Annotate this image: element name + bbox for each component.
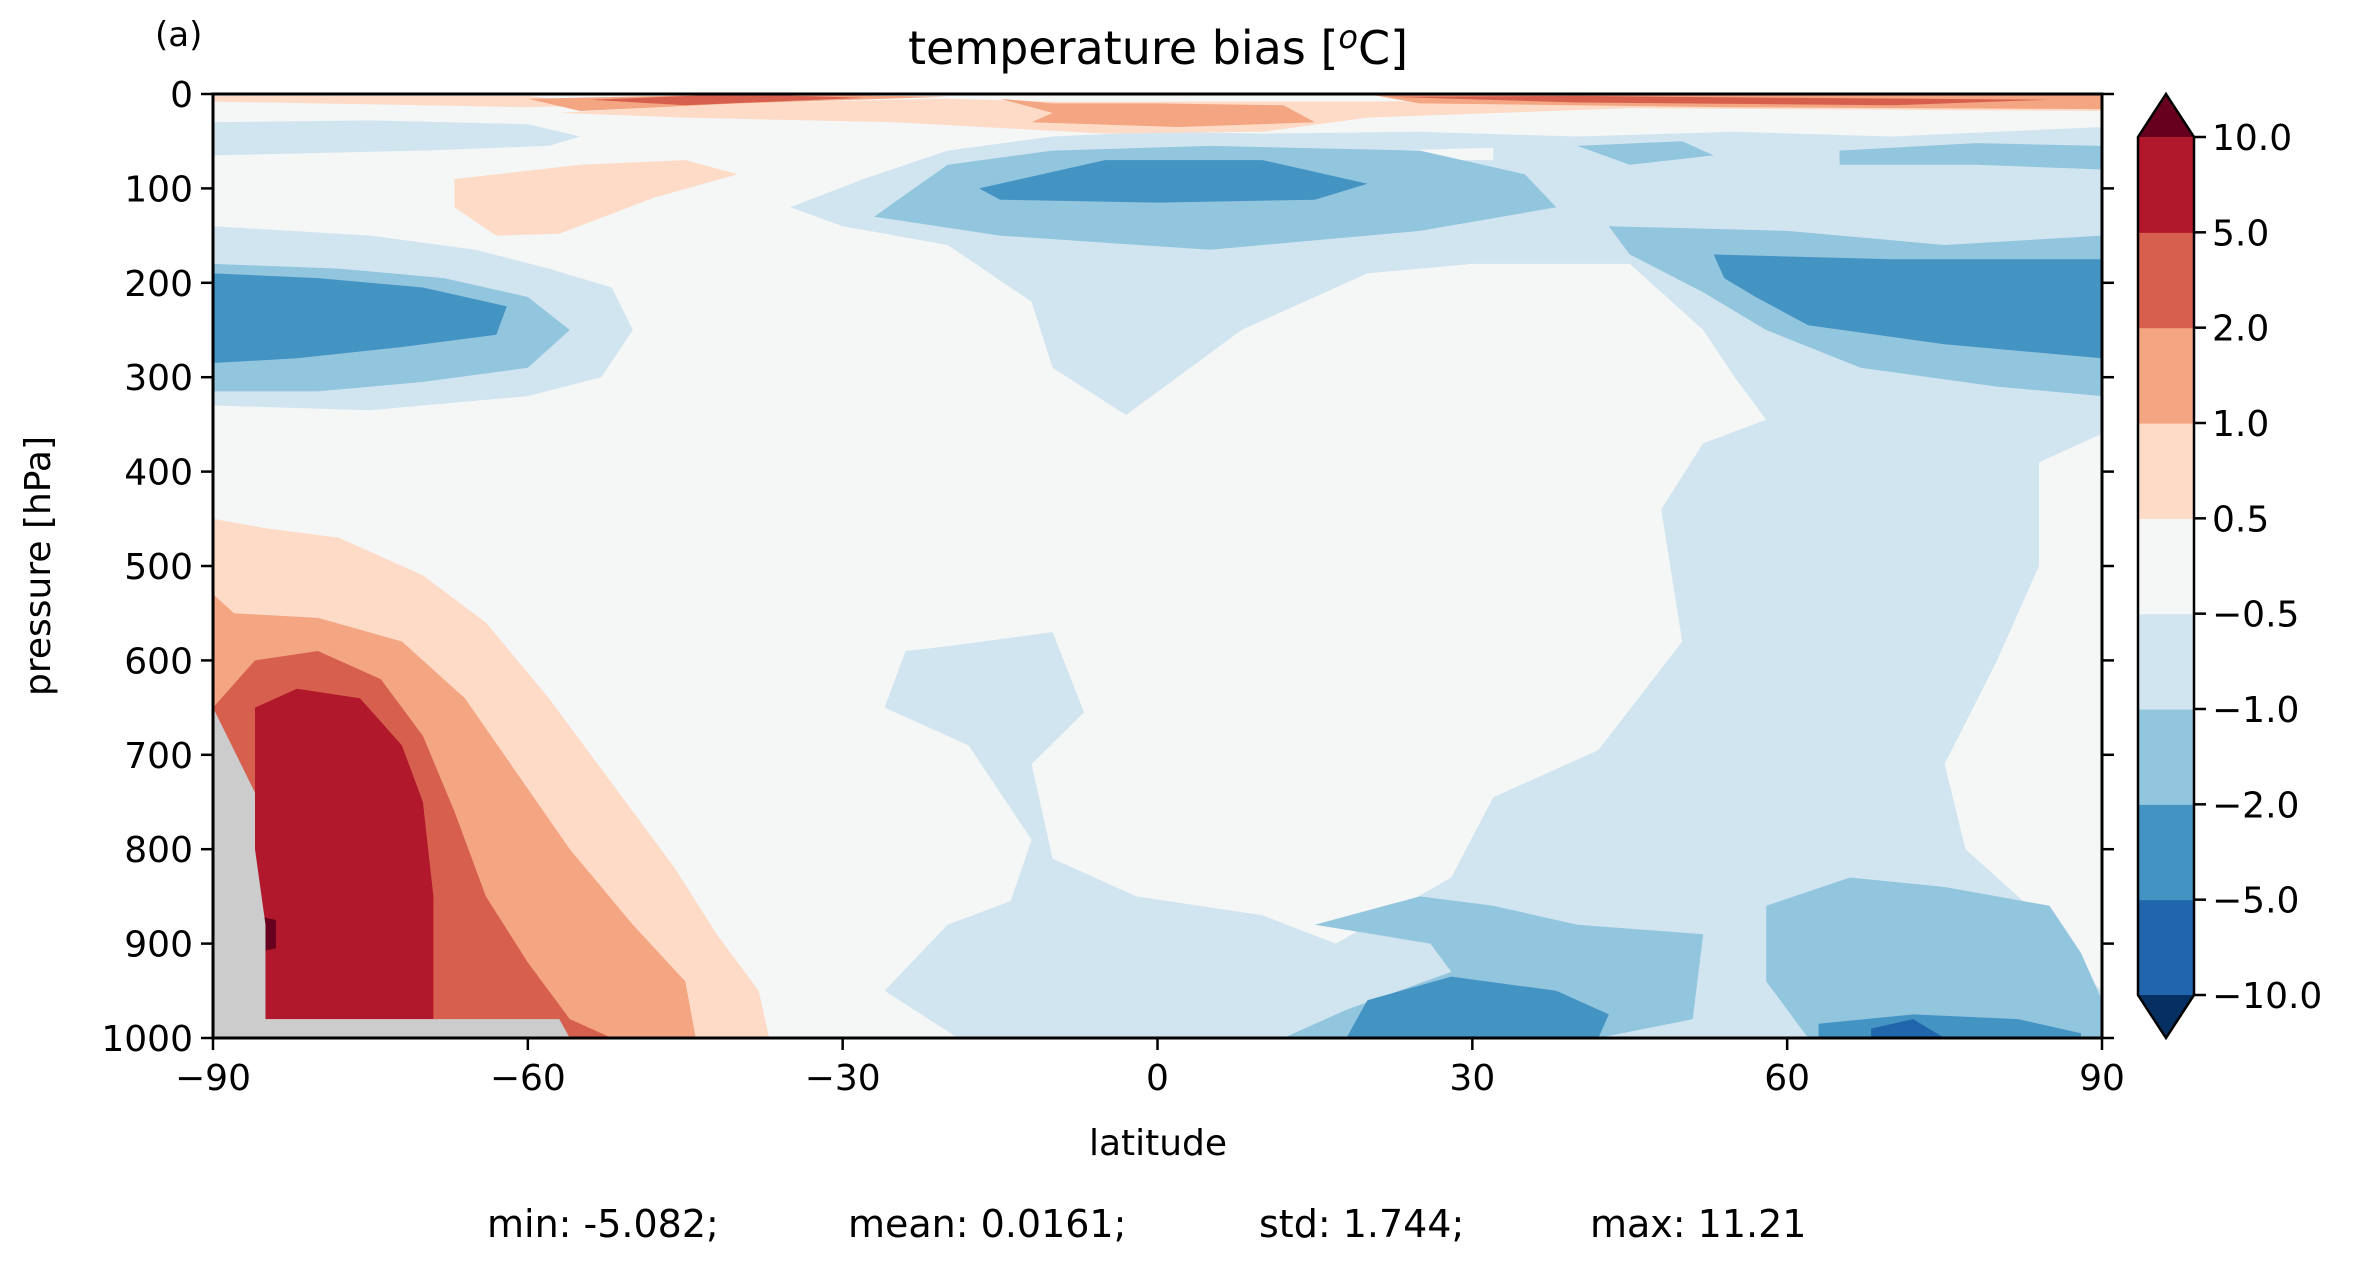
y-tick-label: 100: [124, 169, 193, 210]
x-tick-label: 0: [1146, 1058, 1169, 1099]
y-tick-label: 700: [124, 736, 193, 777]
contour-region-c_m2_m1: [1766, 877, 2102, 1038]
colorbar-segment: [2138, 804, 2194, 901]
y-tick-label: 200: [124, 264, 193, 305]
contour-region-c_m1_m05: [213, 120, 581, 156]
stat-max: max: 11.21: [1590, 1202, 1806, 1246]
contour-region-c_05_1: [213, 95, 612, 108]
y-tick-label: 900: [124, 925, 193, 966]
colorbar-tick-label: −0.5: [2212, 595, 2299, 636]
contour-region-c_2_5: [590, 94, 864, 106]
x-tick-label: −90: [175, 1058, 251, 1099]
y-tick-label: 600: [124, 641, 193, 682]
colorbar-tick-label: −1.0: [2212, 690, 2299, 731]
colorbar-tick-label: 1.0: [2212, 404, 2269, 445]
panel-label: (a): [155, 15, 202, 55]
y-tick-label: 1000: [101, 1019, 193, 1060]
x-axis: −90 −60 −30 0 30 60 90: [175, 1038, 2125, 1099]
colorbar-tick-label: 10.0: [2212, 118, 2292, 159]
contour-region-c_m5_m2: [1346, 976, 1609, 1038]
colorbar-tick-label: −5.0: [2212, 881, 2299, 922]
x-tick-label: 30: [1449, 1058, 1495, 1099]
contour-region-c_mask: [213, 707, 570, 1038]
colorbar-extend-bottom: [2138, 995, 2194, 1038]
contour-region-c_m5_m2: [1713, 254, 2102, 359]
contour-region-c_m10_m5: [1871, 1019, 1945, 1038]
y-tick-label: 400: [124, 453, 193, 494]
colorbar-tick-label: −10.0: [2212, 976, 2322, 1017]
colorbar-segment: [2138, 327, 2194, 424]
stat-std: std: 1.744;: [1259, 1202, 1464, 1246]
colorbar-tick-label: 0.5: [2212, 499, 2269, 540]
colorbar-segment: [2138, 518, 2194, 615]
colorbar-segment: [2138, 899, 2194, 996]
colorbar-tick-label: 2.0: [2212, 309, 2269, 350]
contour-regions: [213, 94, 2102, 1038]
x-tick-label: 60: [1764, 1058, 1810, 1099]
y-tick-label: 0: [170, 75, 193, 116]
contour-region-c_2_5: [1388, 95, 2050, 106]
contour-region-c_5_10: [255, 688, 434, 1020]
x-tick-label: 90: [2079, 1058, 2125, 1099]
contour-region-c_m2_m1: [1839, 143, 2102, 170]
contour-region-c_05_1: [559, 98, 2102, 134]
y-tick-label: 300: [124, 358, 193, 399]
colorbar-segment: [2138, 137, 2194, 233]
contour-region-c_m5_m2: [979, 160, 1368, 203]
x-axis-label: latitude: [1089, 1123, 1227, 1164]
colorbar-segment: [2138, 232, 2194, 329]
stat-mean: mean: 0.0161;: [848, 1202, 1126, 1246]
y-tick-label: 800: [124, 830, 193, 871]
y-tick-label: 500: [124, 547, 193, 588]
colorbar-extend-top: [2138, 94, 2194, 137]
contour-region-c_m5_m2: [213, 273, 507, 363]
y-axis-label: pressure [hPa]: [18, 436, 59, 696]
colorbar-segment: [2138, 613, 2194, 710]
x-tick-label: −60: [490, 1058, 566, 1099]
colorbar-segment: [2138, 709, 2194, 805]
x-tick-label: −30: [805, 1058, 881, 1099]
colorbar-segment: [2138, 423, 2194, 519]
colorbar-tick-label: 5.0: [2212, 213, 2269, 254]
contour-region-c_m1_m05: [790, 127, 2102, 1038]
contour-region-c_1_2: [1000, 98, 1315, 127]
colorbar-tick-label: −2.0: [2212, 785, 2299, 826]
chart-title: temperature bias [oC]: [908, 18, 1408, 75]
stat-min: min: -5.082;: [487, 1202, 719, 1246]
contour-region-c_05_1: [454, 160, 738, 236]
plot-area: [213, 94, 2102, 1038]
y-axis: 0 100 200 300 400 500 600 700 800 900 1000: [101, 75, 2114, 1060]
colorbar: −10.0 −5.0 −2.0 −1.0 −0.5 0.5 1.0 2.0 5.0 10.0: [2136, 91, 2322, 1041]
contour-region-c_m2_m1: [1577, 141, 1714, 165]
